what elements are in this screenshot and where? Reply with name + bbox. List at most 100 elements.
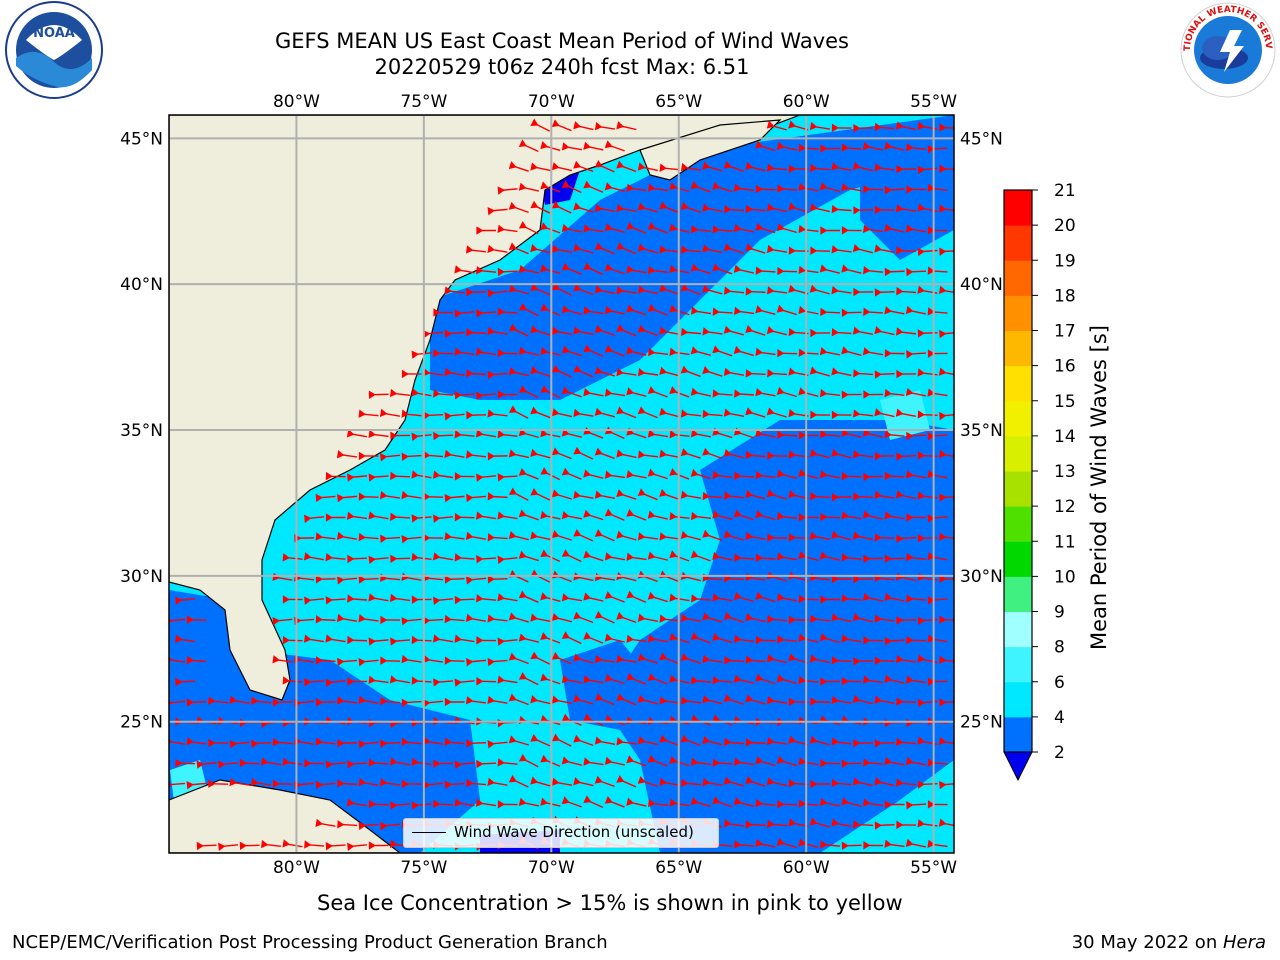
direction-arrow xyxy=(659,407,680,418)
direction-arrow xyxy=(604,673,625,685)
direction-arrow xyxy=(755,388,776,397)
direction-arrow xyxy=(561,549,582,563)
direction-arrow xyxy=(304,840,325,849)
direction-arrow xyxy=(497,511,518,520)
direction-arrow xyxy=(819,551,840,561)
direction-arrow xyxy=(853,492,874,501)
direction-arrow xyxy=(724,656,745,665)
direction-arrow xyxy=(604,508,625,521)
direction-arrow xyxy=(540,592,561,602)
direction-arrow xyxy=(874,122,895,132)
direction-arrow xyxy=(884,511,905,520)
direction-arrow xyxy=(745,325,766,336)
direction-arrow xyxy=(659,696,680,705)
direction-arrow xyxy=(702,654,723,664)
direction-arrow xyxy=(475,511,497,520)
direction-arrow xyxy=(604,263,625,275)
direction-arrow xyxy=(272,572,293,581)
direction-arrow xyxy=(583,675,604,684)
direction-arrow xyxy=(690,387,711,397)
direction-arrow xyxy=(841,634,862,643)
direction-arrow xyxy=(561,631,582,645)
direction-arrow xyxy=(423,329,444,339)
direction-arrow xyxy=(680,283,701,296)
direction-arrow xyxy=(905,838,926,848)
direction-arrow xyxy=(294,699,315,708)
direction-arrow xyxy=(530,613,551,623)
direction-arrow xyxy=(647,634,669,643)
direction-arrow xyxy=(508,774,529,788)
direction-arrow xyxy=(690,511,712,521)
colorbar-under-triangle xyxy=(1003,751,1033,782)
direction-arrow xyxy=(497,224,518,233)
direction-arrow xyxy=(755,305,776,315)
direction-arrow xyxy=(573,408,594,418)
direction-arrow xyxy=(809,284,830,295)
direction-arrow xyxy=(508,487,529,501)
direction-arrow xyxy=(939,532,954,541)
direction-arrow xyxy=(734,389,755,398)
direction-arrow xyxy=(358,777,379,787)
direction-arrow xyxy=(518,753,539,768)
direction-arrow xyxy=(444,575,465,584)
direction-arrow xyxy=(561,386,582,398)
direction-arrow xyxy=(712,510,733,520)
direction-arrow xyxy=(702,695,723,705)
direction-arrow xyxy=(927,388,948,397)
direction-arrow xyxy=(938,204,954,213)
direction-arrow xyxy=(497,675,518,684)
direction-arrow xyxy=(626,797,647,807)
direction-arrow xyxy=(497,555,518,564)
direction-arrow xyxy=(852,161,873,172)
direction-arrow xyxy=(616,406,637,419)
direction-arrow xyxy=(336,531,358,540)
direction-arrow xyxy=(884,592,905,602)
sea-ice-note: Sea Ice Concentration > 15% is shown in … xyxy=(317,891,903,915)
direction-arrow xyxy=(841,346,862,356)
lon-tick-label-top: 65°W xyxy=(655,92,702,112)
direction-arrow xyxy=(884,636,905,646)
direction-arrow xyxy=(906,431,927,441)
direction-arrow xyxy=(917,616,938,626)
direction-arrow xyxy=(454,595,475,605)
direction-arrow xyxy=(508,530,529,541)
direction-arrow xyxy=(745,776,766,787)
direction-arrow xyxy=(465,245,487,254)
direction-arrow xyxy=(637,285,658,295)
direction-arrow xyxy=(733,223,754,233)
direction-arrow xyxy=(723,611,744,623)
direction-arrow xyxy=(573,446,594,460)
direction-arrow xyxy=(272,737,293,747)
direction-arrow xyxy=(809,366,830,377)
direction-arrow xyxy=(508,161,529,172)
direction-arrow xyxy=(831,737,852,746)
direction-arrow xyxy=(174,634,196,643)
direction-arrow xyxy=(604,426,625,439)
direction-arrow xyxy=(831,367,852,377)
direction-arrow xyxy=(260,839,282,849)
direction-arrow xyxy=(594,159,615,173)
map-legend: Wind Wave Direction (unscaled) xyxy=(403,818,719,848)
direction-arrow xyxy=(540,510,561,520)
direction-arrow xyxy=(841,264,862,274)
direction-arrow xyxy=(917,410,938,419)
direction-arrow xyxy=(540,797,561,807)
direction-arrow xyxy=(626,552,647,561)
direction-arrow xyxy=(573,326,594,336)
direction-arrow xyxy=(423,450,444,460)
direction-arrow xyxy=(551,200,572,214)
direction-arrow xyxy=(690,346,711,356)
direction-arrow xyxy=(691,676,712,685)
direction-arrow xyxy=(347,554,368,564)
direction-arrow xyxy=(637,775,658,787)
direction-arrow xyxy=(680,365,701,378)
colorbar-segment xyxy=(1004,471,1032,507)
direction-arrow xyxy=(518,346,539,356)
colorbar-tick-label: 21 xyxy=(1054,181,1076,201)
direction-arrow xyxy=(616,242,637,255)
direction-arrow xyxy=(733,345,754,357)
direction-arrow xyxy=(755,838,776,848)
direction-arrow xyxy=(745,243,766,254)
direction-arrow xyxy=(616,693,637,706)
